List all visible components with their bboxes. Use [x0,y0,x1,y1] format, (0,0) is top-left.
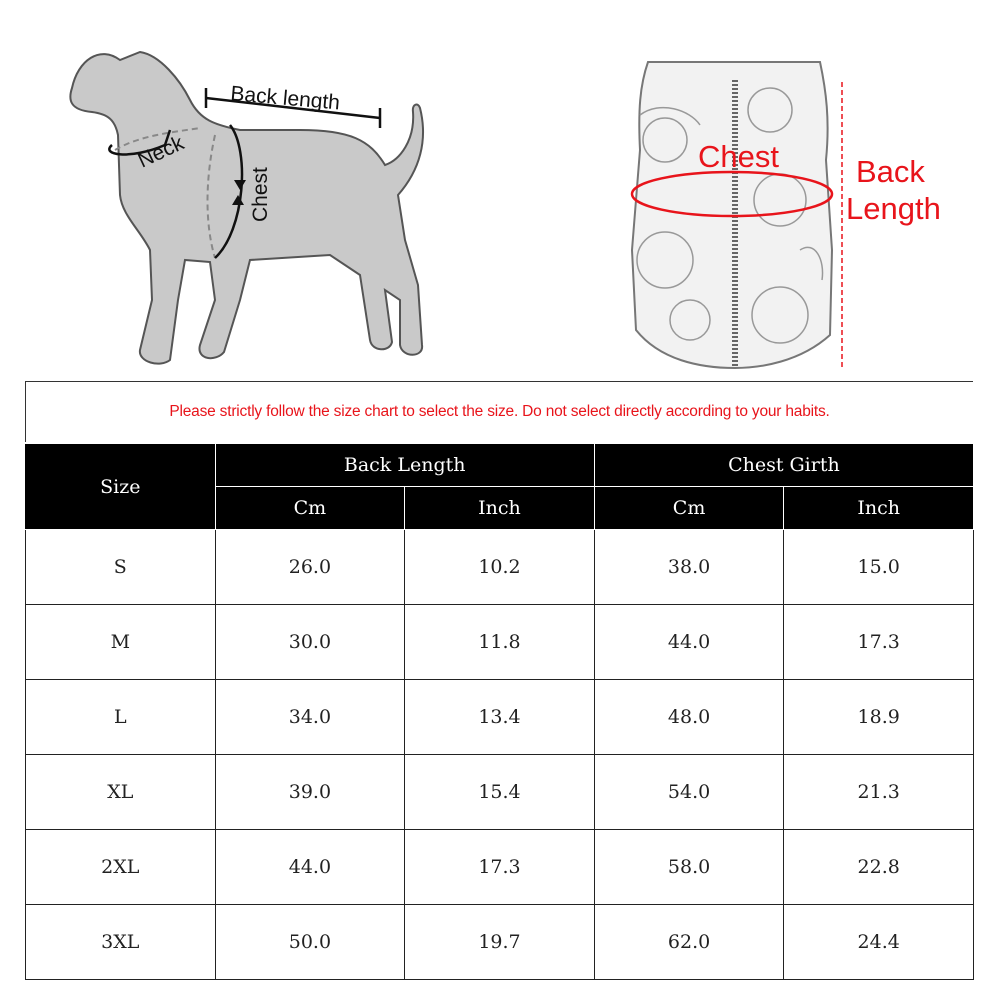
vest-back-label-line2: Length [846,191,941,226]
back-length-header: Back Length [214,443,595,487]
table-row: M 30.0 11.8 44.0 17.3 [25,604,974,680]
value-cell: 62.0 [593,904,785,980]
value-cell: 44.0 [593,604,785,680]
chest-girth-header: Chest Girth [593,443,975,487]
table-row: S 26.0 10.2 38.0 15.0 [25,529,974,605]
vest-image: Chest Back Length [630,61,941,370]
table-row: 3XL 50.0 19.7 62.0 24.4 [25,904,974,980]
value-cell: 24.4 [783,904,974,980]
value-cell: 22.8 [783,829,974,905]
size-note: Please strictly follow the size chart to… [25,381,973,442]
value-cell: 18.9 [783,679,974,755]
size-cell: L [25,679,216,755]
table-row: L 34.0 13.4 48.0 18.9 [25,679,974,755]
table-row: 2XL 44.0 17.3 58.0 22.8 [25,829,974,905]
measurement-illustration: Back length Neck Chest Chest Back Length [69,50,941,370]
value-cell: 38.0 [593,529,785,605]
dog-back-length-label: Back length [230,82,341,114]
value-cell: 10.2 [404,529,595,605]
value-cell: 17.3 [404,829,595,905]
size-cell: 2XL [25,829,216,905]
unit-header: Inch [783,486,974,530]
value-cell: 44.0 [214,829,406,905]
value-cell: 50.0 [214,904,406,980]
value-cell: 34.0 [214,679,406,755]
table-row: XL 39.0 15.4 54.0 21.3 [25,754,974,830]
value-cell: 30.0 [214,604,406,680]
value-cell: 21.3 [783,754,974,830]
unit-header: Cm [593,486,785,530]
value-cell: 17.3 [783,604,974,680]
size-cell: S [25,529,216,605]
value-cell: 15.0 [783,529,974,605]
value-cell: 39.0 [214,754,406,830]
value-cell: 13.4 [404,679,595,755]
size-header: Size [25,443,216,530]
value-cell: 58.0 [593,829,785,905]
value-cell: 15.4 [404,754,595,830]
size-cell: 3XL [25,904,216,980]
value-cell: 54.0 [593,754,785,830]
value-cell: 11.8 [404,604,595,680]
vest-back-label-line1: Back [856,154,925,189]
size-cell: M [25,604,216,680]
dog-silhouette: Back length Neck Chest [69,50,424,365]
value-cell: 48.0 [593,679,785,755]
unit-header: Cm [214,486,406,530]
value-cell: 19.7 [404,904,595,980]
value-cell: 26.0 [214,529,406,605]
unit-header: Inch [404,486,595,530]
dog-chest-label: Chest [249,167,272,222]
vest-chest-label: Chest [698,139,779,174]
size-cell: XL [25,754,216,830]
size-chart-table: Size Back Length Chest Girth Cm Inch Cm … [25,443,975,980]
